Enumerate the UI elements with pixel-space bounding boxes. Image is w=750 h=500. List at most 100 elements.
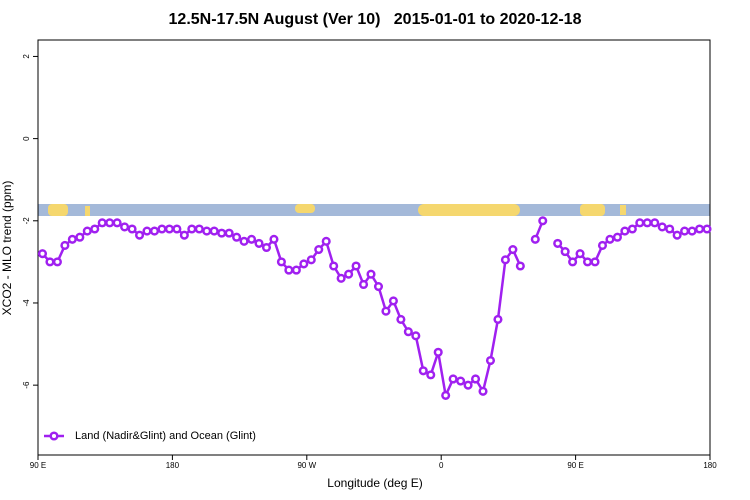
x-tick-label: 180 bbox=[166, 461, 180, 470]
data-point bbox=[299, 259, 309, 269]
data-point bbox=[470, 374, 481, 384]
data-point bbox=[67, 234, 77, 244]
data-point bbox=[127, 224, 137, 234]
data-point bbox=[97, 218, 107, 228]
x-tick-label: 0 bbox=[439, 461, 444, 470]
land-patch bbox=[295, 204, 315, 213]
series-line bbox=[41, 220, 708, 400]
data-point bbox=[276, 257, 286, 267]
data-point bbox=[194, 224, 204, 234]
data-point bbox=[75, 232, 85, 242]
data-point bbox=[612, 232, 622, 242]
chart-title: 12.5N-17.5N August (Ver 10) 2015-01-01 t… bbox=[169, 11, 582, 28]
land-patch bbox=[580, 204, 605, 216]
data-point bbox=[224, 228, 234, 238]
data-point bbox=[411, 331, 421, 341]
data-point bbox=[217, 228, 227, 238]
data-point bbox=[418, 366, 428, 376]
ocean-strip bbox=[38, 204, 710, 216]
y-tick-label: -6 bbox=[22, 381, 31, 389]
data-point bbox=[396, 314, 406, 324]
data-point bbox=[187, 224, 197, 234]
data-point bbox=[291, 265, 301, 275]
data-point bbox=[329, 261, 339, 271]
legend-marker bbox=[49, 431, 59, 441]
y-tick-label: 0 bbox=[22, 136, 31, 141]
data-point bbox=[560, 247, 570, 257]
data-point bbox=[568, 257, 578, 267]
data-point bbox=[82, 226, 92, 236]
data-point bbox=[642, 218, 652, 228]
data-point bbox=[672, 230, 682, 240]
data-point bbox=[687, 226, 697, 236]
data-point bbox=[605, 234, 615, 244]
data-point bbox=[105, 218, 115, 228]
y-tick-label: -2 bbox=[22, 217, 31, 225]
data-point bbox=[209, 226, 219, 236]
land-patch bbox=[620, 205, 626, 215]
land-patch bbox=[48, 204, 68, 216]
data-point bbox=[650, 218, 660, 228]
data-point bbox=[538, 216, 548, 226]
data-point bbox=[351, 261, 361, 271]
data-point bbox=[485, 355, 496, 366]
data-point bbox=[157, 224, 167, 234]
data-point bbox=[665, 224, 675, 234]
data-point bbox=[269, 234, 279, 244]
data-point bbox=[373, 281, 384, 292]
data-point bbox=[448, 374, 458, 384]
data-point bbox=[134, 230, 145, 240]
data-point bbox=[381, 306, 391, 316]
data-point bbox=[321, 236, 331, 246]
data-point bbox=[657, 222, 667, 232]
data-point bbox=[344, 269, 354, 279]
data-point bbox=[202, 226, 212, 236]
data-point bbox=[456, 376, 466, 386]
x-tick-label: 180 bbox=[703, 461, 717, 470]
data-point bbox=[515, 261, 525, 271]
data-point bbox=[120, 222, 130, 232]
data-point bbox=[37, 249, 48, 259]
data-point bbox=[142, 226, 152, 236]
data-point bbox=[530, 234, 540, 244]
data-point bbox=[680, 226, 690, 236]
x-axis-label: Longitude (deg E) bbox=[327, 476, 422, 490]
data-point bbox=[403, 327, 413, 337]
data-point bbox=[553, 238, 563, 248]
data-point bbox=[582, 257, 593, 267]
data-point bbox=[172, 224, 182, 234]
data-point bbox=[45, 257, 55, 267]
data-point bbox=[635, 218, 645, 228]
data-point bbox=[426, 370, 436, 380]
x-tick-label: 90 E bbox=[567, 461, 583, 470]
data-point bbox=[433, 347, 443, 357]
data-point bbox=[366, 269, 376, 279]
data-point bbox=[463, 380, 473, 390]
data-point bbox=[388, 296, 398, 306]
data-point bbox=[306, 255, 316, 265]
x-tick-label: 90 E bbox=[30, 461, 46, 470]
data-point bbox=[627, 224, 637, 234]
data-point bbox=[336, 273, 346, 283]
map-strip bbox=[38, 204, 710, 216]
data-point bbox=[575, 249, 585, 259]
data-point bbox=[254, 238, 264, 248]
data-point bbox=[314, 245, 324, 255]
data-point bbox=[694, 224, 705, 234]
data-point bbox=[478, 386, 488, 396]
data-point bbox=[441, 390, 451, 400]
data-point bbox=[52, 257, 62, 267]
data-point bbox=[149, 226, 160, 236]
data-point bbox=[164, 224, 174, 234]
data-point bbox=[590, 257, 600, 267]
data-point bbox=[358, 279, 369, 290]
y-tick-label: 2 bbox=[22, 54, 31, 59]
x-tick-label: 90 W bbox=[297, 461, 316, 470]
data-point bbox=[702, 224, 712, 234]
data-point bbox=[500, 255, 510, 265]
data-point bbox=[246, 234, 257, 244]
data-point bbox=[493, 314, 503, 324]
data-point bbox=[620, 226, 630, 236]
legend-label: Land (Nadir&Glint) and Ocean (Glint) bbox=[75, 430, 256, 442]
